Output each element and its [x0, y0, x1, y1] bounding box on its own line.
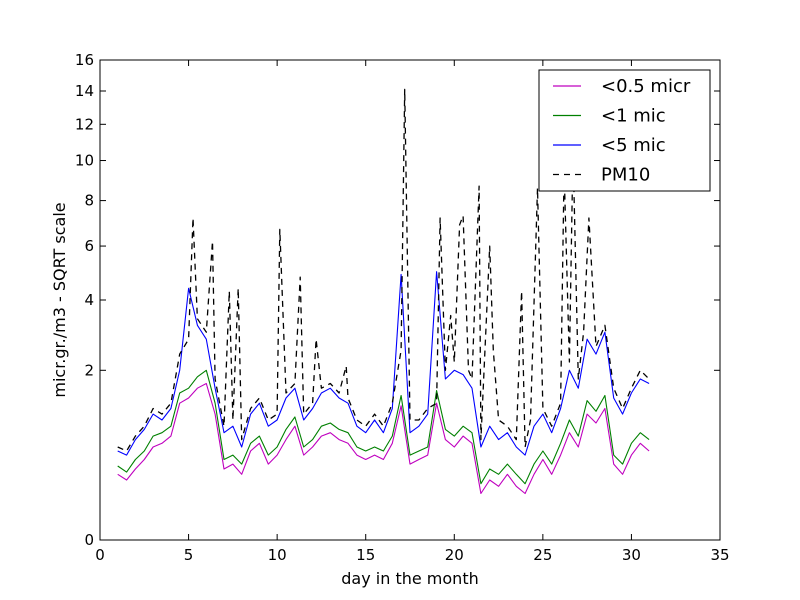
y-tick-label: 16	[75, 51, 94, 69]
legend-box	[538, 69, 711, 192]
series-line-2	[117, 271, 650, 456]
series-layer	[117, 88, 650, 495]
legend-label: <0.5 micr	[601, 76, 691, 97]
y-axis-label: micr.gr./m3 - SQRT scale	[50, 202, 69, 397]
plot-frame	[99, 59, 721, 541]
y-tick-label: 10	[75, 152, 94, 170]
y-tick-label: 14	[75, 82, 94, 100]
x-tick-label: 15	[356, 546, 375, 564]
series-line-1	[117, 369, 650, 485]
y-tick-label: 0	[84, 531, 94, 549]
legend: <0.5 micr <1 mic <5 mic PM10	[538, 69, 711, 192]
y-axis-ticks: 0 2 4 6 8 10 12 14 16	[75, 51, 720, 549]
x-tick-label: 25	[533, 546, 552, 564]
series-line-0	[117, 382, 650, 495]
y-tick-label: 6	[84, 237, 94, 255]
x-tick-label: 5	[184, 546, 194, 564]
legend-label: <1 mic	[601, 106, 666, 127]
y-tick-label: 4	[84, 291, 94, 309]
legend-label: PM10	[601, 165, 650, 186]
x-tick-label: 20	[445, 546, 464, 564]
legend-label: <5 mic	[601, 135, 666, 156]
x-axis-ticks: 0 5 10 15 20 25 30 35	[95, 60, 730, 564]
x-tick-label: 30	[622, 546, 641, 564]
x-tick-label: 35	[710, 546, 729, 564]
y-tick-label: 12	[75, 115, 94, 133]
x-tick-label: 10	[268, 546, 287, 564]
x-axis-label: day in the month	[341, 569, 478, 588]
y-tick-label: 2	[84, 361, 94, 379]
y-tick-label: 8	[84, 192, 94, 210]
x-tick-label: 0	[95, 546, 105, 564]
